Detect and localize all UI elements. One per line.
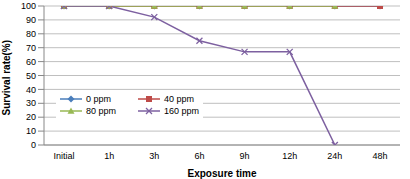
- svg-text:1h: 1h: [104, 151, 114, 161]
- svg-text:0: 0: [31, 140, 36, 150]
- html-text:40 ppm: 40 ppm: [164, 94, 195, 104]
- svg-text:90: 90: [26, 15, 36, 25]
- html-text:80 ppm: 80 ppm: [86, 106, 116, 116]
- svg-text:48h: 48h: [372, 151, 387, 161]
- svg-text:3h: 3h: [149, 151, 159, 161]
- svg-text:30: 30: [26, 98, 36, 108]
- svg-text:24h: 24h: [327, 151, 342, 161]
- svg-text:10: 10: [26, 126, 36, 136]
- html-text:160 ppm: 160 ppm: [164, 106, 200, 116]
- svg-text:Survival rate(%): Survival rate(%): [8, 40, 12, 116]
- svg-text:60: 60: [26, 57, 36, 67]
- svg-text:50: 50: [26, 71, 36, 81]
- svg-text:20: 20: [26, 112, 36, 122]
- svg-text:80: 80: [26, 29, 36, 39]
- html-text:0 ppm: 0 ppm: [86, 94, 111, 104]
- svg-text:12h: 12h: [282, 151, 297, 161]
- svg-text:Exposure time: Exposure time: [188, 168, 257, 179]
- svg-text:70: 70: [26, 43, 36, 53]
- svg-text:9h: 9h: [240, 151, 250, 161]
- svg-text:40: 40: [26, 85, 36, 95]
- svg-text:6h: 6h: [194, 151, 204, 161]
- svg-text:Initial: Initial: [53, 151, 74, 161]
- svg-text:100: 100: [21, 1, 36, 11]
